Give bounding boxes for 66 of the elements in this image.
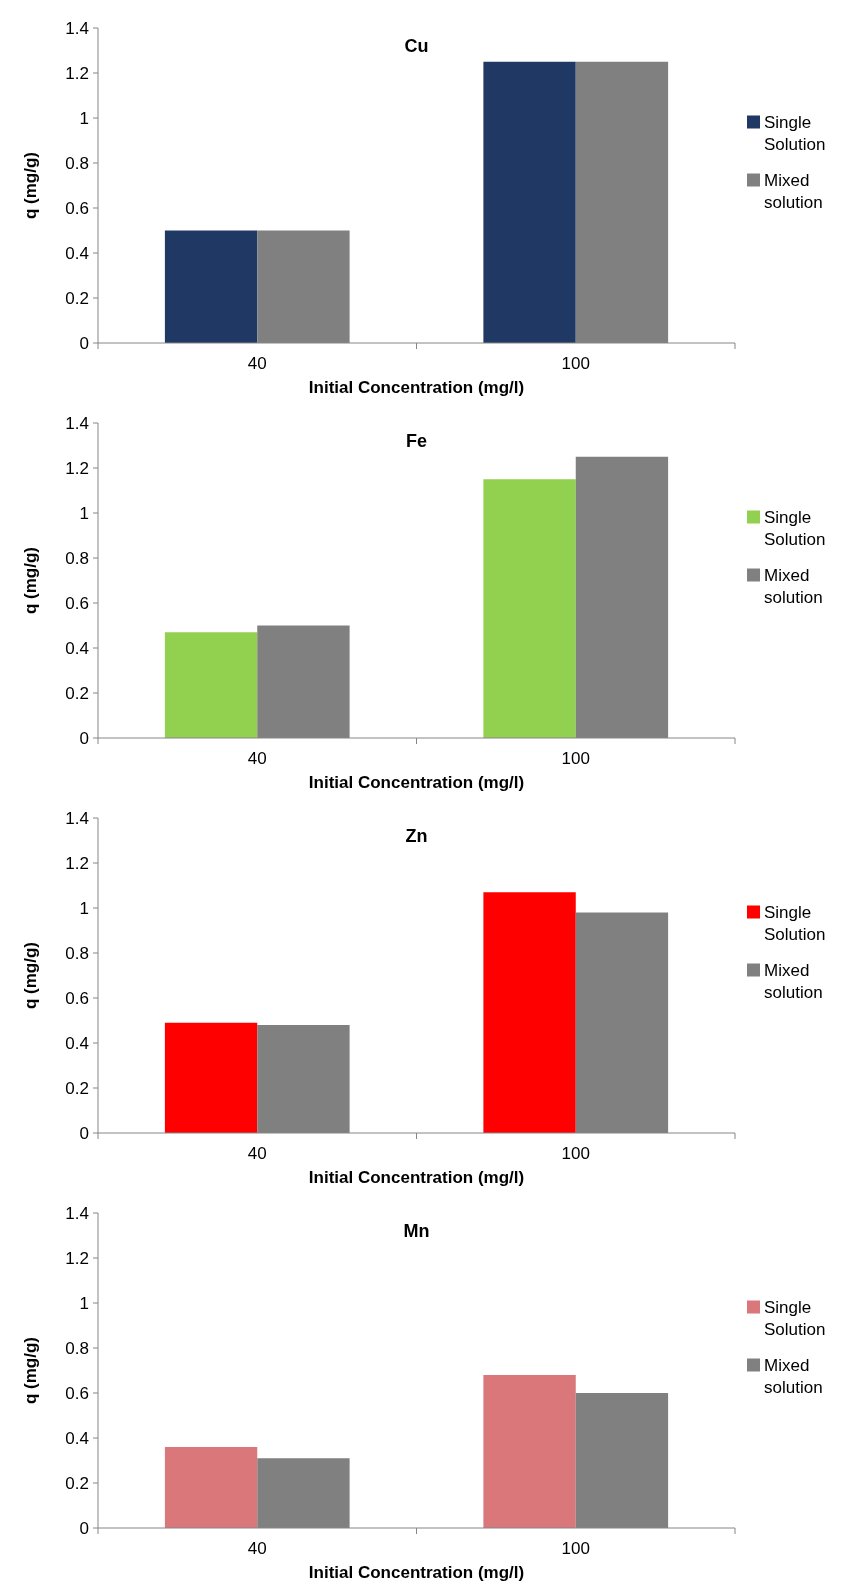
y-tick-label: 0.2 (65, 683, 89, 703)
bar (164, 632, 258, 738)
y-tick-label: 1 (79, 1293, 89, 1313)
y-tick-label: 0 (79, 1123, 89, 1143)
y-tick-label: 0.4 (65, 638, 89, 658)
chart-title: Cu (404, 36, 429, 56)
x-tick-label: 40 (247, 1539, 267, 1558)
y-tick-label: 1.4 (65, 1203, 89, 1223)
y-tick-label: 0.6 (65, 988, 89, 1008)
x-tick-label: 40 (247, 749, 267, 768)
y-tick-label: 0.2 (65, 1473, 89, 1493)
y-tick-label: 1 (79, 108, 89, 128)
y-tick-label: 1 (79, 503, 89, 523)
bar (483, 479, 576, 738)
y-tick-label: 0.8 (65, 548, 89, 568)
y-axis-title: q (mg/g) (21, 151, 40, 220)
legend-label: Single Solution (764, 508, 826, 549)
y-tick-label: 0 (79, 333, 89, 353)
x-tick-label: 100 (561, 354, 590, 373)
y-axis-title: q (mg/g) (21, 1336, 40, 1405)
y-axis-title: q (mg/g) (21, 941, 40, 1010)
y-tick-label: 0 (79, 728, 89, 748)
y-tick-label: 1.4 (65, 18, 89, 38)
y-tick-label: 0.8 (65, 943, 89, 963)
x-tick-label: 40 (247, 354, 267, 373)
bar (164, 1022, 258, 1133)
y-tick-label: 0.8 (65, 153, 89, 173)
legend-label: Single Solution (764, 113, 826, 154)
y-tick-label: 1.2 (65, 63, 89, 83)
x-tick-label: 100 (561, 1144, 590, 1163)
legend-label: Mixed solution (764, 171, 823, 212)
y-tick-label: 0.6 (65, 1383, 89, 1403)
y-tick-label: 1.2 (65, 853, 89, 873)
legend-label: Single Solution (764, 903, 826, 944)
y-tick-label: 1.4 (65, 413, 89, 433)
bar (483, 892, 576, 1133)
y-tick-label: 0.4 (65, 1033, 89, 1053)
y-tick-label: 0.2 (65, 288, 89, 308)
x-axis-title: Initial Concentration (mg/l) (308, 1563, 525, 1582)
legend-label: Mixed solution (764, 1356, 823, 1397)
bar (483, 1375, 576, 1528)
x-tick-label: 100 (561, 1539, 590, 1558)
x-axis-title: Initial Concentration (mg/l) (308, 773, 525, 792)
y-tick-label: 0.2 (65, 1078, 89, 1098)
x-tick-label: 40 (247, 1144, 267, 1163)
legend-label: Single Solution (764, 1298, 826, 1339)
y-tick-label: 0.6 (65, 198, 89, 218)
y-tick-label: 0 (79, 1518, 89, 1538)
x-tick-label: 100 (561, 749, 590, 768)
legend-label: Mixed solution (764, 961, 823, 1002)
x-axis-title: Initial Concentration (mg/l) (308, 1168, 525, 1187)
y-tick-label: 0.4 (65, 243, 89, 263)
y-tick-label: 0.4 (65, 1428, 89, 1448)
y-tick-label: 1.2 (65, 458, 89, 478)
y-tick-label: 0.6 (65, 593, 89, 613)
y-tick-label: 1.4 (65, 808, 89, 828)
y-tick-label: 1 (79, 898, 89, 918)
legend-label: Mixed solution (764, 566, 823, 607)
bar (164, 1447, 258, 1528)
x-axis-title: Initial Concentration (mg/l) (308, 378, 525, 397)
y-tick-label: 1.2 (65, 1248, 89, 1268)
chart-title: Fe (405, 431, 428, 451)
y-axis-title: q (mg/g) (21, 546, 40, 615)
chart-title: Mn (403, 1221, 430, 1241)
y-tick-label: 0.8 (65, 1338, 89, 1358)
chart-title: Zn (405, 826, 428, 846)
